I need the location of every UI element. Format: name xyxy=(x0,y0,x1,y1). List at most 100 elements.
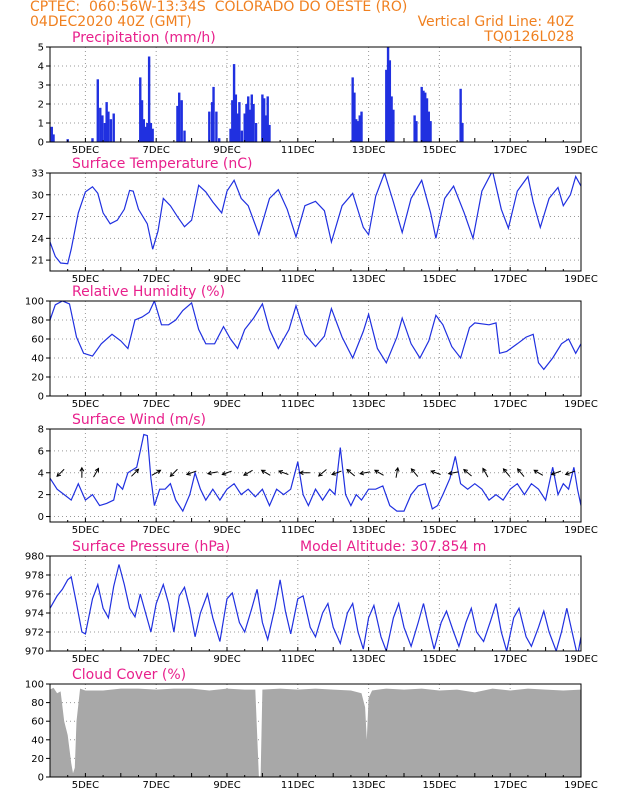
wind-arrow-head xyxy=(298,470,304,476)
temp-ytick-label: 21 xyxy=(31,256,44,267)
wind-arrow-shaft xyxy=(565,470,576,475)
wind-arrow xyxy=(482,467,489,478)
cloud-ytick-label: 20 xyxy=(31,754,44,765)
wind-title: Surface Wind (m/s) xyxy=(72,412,206,428)
temp-xtick-label: 19DEC xyxy=(564,274,598,285)
precip-bar xyxy=(240,130,244,142)
precip-bar xyxy=(250,94,253,142)
press-panel: 970 972 974 976 978 980 5DEC 7DEC 9DEC 11DEC 13DEC… xyxy=(25,539,598,665)
precip-xtick-label: 13DEC xyxy=(352,145,386,156)
temp-series-line xyxy=(50,173,581,265)
precip-bar xyxy=(360,111,363,142)
cloud-ytick-label: 0 xyxy=(38,773,44,784)
precip-bar xyxy=(351,77,354,142)
wind-arrow-shaft xyxy=(170,468,178,477)
precip-bar xyxy=(140,100,144,142)
wind-arrow xyxy=(277,469,289,475)
rh-series-line xyxy=(50,301,581,371)
precip-ytick-label: 5 xyxy=(38,43,44,54)
precip-bar xyxy=(91,138,94,142)
precip-xtick-label: 5DEC xyxy=(72,145,99,156)
cloud-xtick-label: 13DEC xyxy=(352,780,386,791)
precip-bar xyxy=(266,96,269,142)
rh-xtick-label: 11DEC xyxy=(281,399,315,410)
wind-arrow xyxy=(56,468,65,478)
wind-arrow-head xyxy=(533,469,539,474)
wind-ytick-label: 4 xyxy=(38,468,44,479)
wind-arrow-head xyxy=(346,468,352,474)
wind-arrow-shaft xyxy=(395,467,399,478)
precip-bar xyxy=(262,98,266,142)
wind-arrow xyxy=(410,468,419,477)
header-datetime: 04DEC2020 40Z (GMT) xyxy=(30,14,192,30)
wind-arrow-shaft xyxy=(411,468,419,477)
cloud-ytick-label: 40 xyxy=(31,735,44,746)
press-xtick-label: 7DEC xyxy=(143,654,170,665)
precip-bar xyxy=(429,121,432,142)
rh-ytick-label: 80 xyxy=(31,316,44,327)
wind-arrow xyxy=(533,469,544,476)
precip-bar xyxy=(392,109,395,142)
wind-frame xyxy=(49,428,582,523)
cloud-xtick-label: 17DEC xyxy=(493,780,527,791)
temp-xtick-label: 5DEC xyxy=(72,274,99,285)
wind-arrow-head xyxy=(463,468,468,474)
rh-ytick-label: 0 xyxy=(38,392,44,403)
precip-bar xyxy=(252,104,255,142)
wind-series-line xyxy=(50,433,581,513)
temp-ytick-label: 27 xyxy=(31,212,44,223)
precip-bar xyxy=(238,102,241,142)
wind-arrow xyxy=(206,470,218,476)
cloud-xtick-label: 9DEC xyxy=(213,780,240,791)
wind-ytick-label: 2 xyxy=(38,490,44,501)
precip-bar xyxy=(183,130,186,142)
wind-arrow-shaft xyxy=(318,469,327,477)
rh-title: Relative Humidity (%) xyxy=(72,284,225,300)
precip-bar xyxy=(425,98,429,142)
cloud-xtick-label: 19DEC xyxy=(564,780,598,791)
precip-bar xyxy=(427,111,430,142)
temp-title: Surface Temperature (nC) xyxy=(72,156,253,172)
header-model-code: TQ0126L028 xyxy=(484,29,574,45)
wind-xtick-label: 9DEC xyxy=(213,525,240,536)
precip-bar xyxy=(107,111,110,142)
precip-bar xyxy=(422,90,425,142)
temp-xtick-label: 13DEC xyxy=(352,274,386,285)
cloud-area xyxy=(50,687,581,777)
wind-arrow xyxy=(564,470,576,476)
press-xtick-label: 11DEC xyxy=(281,654,315,665)
cloud-xtick-label: 5DEC xyxy=(72,780,99,791)
wind-arrow-head xyxy=(260,469,266,474)
precip-bar xyxy=(415,121,418,142)
wind-arrow-shaft xyxy=(207,471,218,475)
precip-bar xyxy=(210,102,214,142)
temp-panel: 21 24 27 30 33 5DEC 7DEC 9DEC 11DEC 13DEC 15DEC 17D… xyxy=(31,156,598,285)
wind-arrow-shaft xyxy=(517,468,525,477)
wind-xtick-label: 7DEC xyxy=(143,525,170,536)
rh-xtick-label: 5DEC xyxy=(72,399,99,410)
wind-arrow xyxy=(373,469,384,476)
rh-panel: 0 20 40 60 80 100 5DEC 7DEC 9DEC 11DEC 13DEC 15DEC 1… xyxy=(25,284,598,410)
wind-arrow-shaft xyxy=(463,469,472,477)
precip-bar xyxy=(245,104,248,142)
precip-bar xyxy=(388,60,392,142)
wind-arrow-head xyxy=(277,469,283,475)
cloud-panel: 0 20 40 60 80 100 5DEC 7DEC 9DEC 11DEC 13DEC 15DEC 1… xyxy=(25,667,598,791)
wind-arrow-head xyxy=(185,471,191,476)
precip-title: Precipitation (mm/h) xyxy=(72,30,216,46)
wind-arrow xyxy=(131,468,140,477)
wind-arrow-head xyxy=(221,471,227,476)
precip-bar xyxy=(215,111,218,142)
wind-arrow-shaft xyxy=(533,469,544,476)
precip-bar xyxy=(146,123,149,142)
precip-bar xyxy=(151,128,154,142)
precip-bar xyxy=(147,56,151,142)
press-title: Surface Pressure (hPa) xyxy=(72,539,230,555)
temp-ytick-label: 30 xyxy=(31,190,44,201)
rh-ytick-label: 60 xyxy=(31,335,44,346)
precip-bar xyxy=(420,86,423,142)
wind-arrow-head xyxy=(56,472,62,478)
press-xtick-label: 15DEC xyxy=(423,654,457,665)
rh-xtick-label: 19DEC xyxy=(564,399,598,410)
cloud-xtick-label: 15DEC xyxy=(423,780,457,791)
